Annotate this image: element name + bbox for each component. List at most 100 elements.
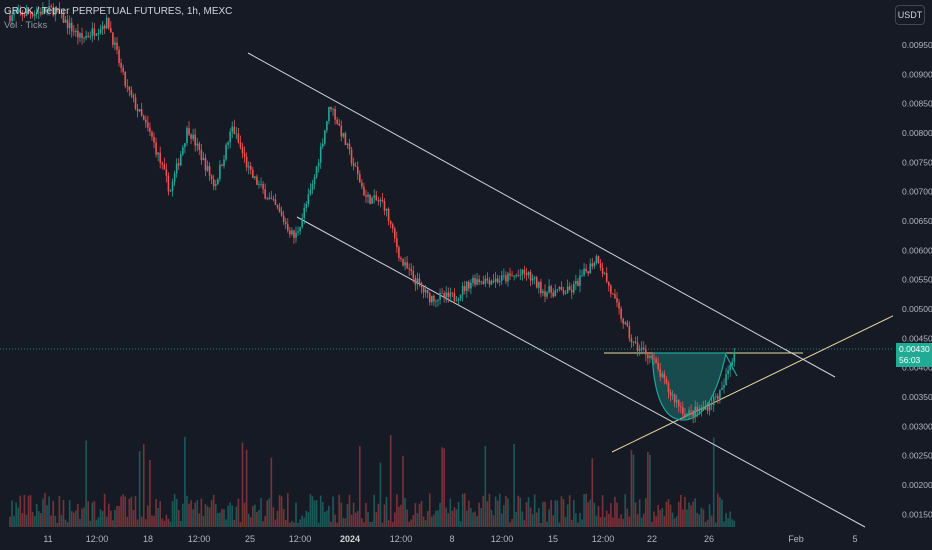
candle-body	[147, 122, 149, 128]
candle-body	[525, 273, 528, 276]
volume-bar	[647, 452, 649, 527]
volume-bar	[393, 512, 396, 527]
candle-body	[116, 42, 118, 50]
candle-body	[422, 287, 425, 293]
candle-body	[381, 199, 384, 202]
candle-body	[186, 128, 188, 144]
volume-bar	[632, 454, 635, 527]
candle-body	[558, 287, 561, 290]
volume-bar	[461, 493, 464, 527]
candle-body	[235, 133, 238, 135]
candle-body	[297, 231, 299, 233]
candle-body	[408, 268, 410, 270]
candle-body	[566, 286, 569, 294]
volume-bar	[424, 520, 427, 527]
volume-bar	[671, 512, 674, 527]
time-tick-label: 2024	[340, 534, 360, 544]
volume-bar	[638, 499, 641, 527]
volume-bar	[476, 515, 478, 527]
candle-body	[700, 407, 703, 410]
candle-body	[301, 218, 303, 228]
candle-body	[474, 277, 476, 285]
candle-body	[272, 198, 275, 200]
price-tick-label: 0.00850	[902, 99, 932, 109]
volume-bar	[542, 501, 544, 527]
volume-bar	[554, 500, 557, 527]
candle-body	[241, 147, 244, 154]
volume-bar	[496, 500, 499, 527]
candle-body	[472, 277, 474, 283]
candle-body	[274, 199, 277, 205]
candle-body	[455, 300, 458, 302]
volume-bar	[128, 498, 131, 527]
currency-button[interactable]: USDT	[895, 5, 925, 25]
price-tick-label: 0.00500	[902, 304, 932, 314]
volume-bar	[52, 500, 55, 527]
volume-legend: Vol · Ticks	[4, 20, 48, 31]
candle-body	[89, 35, 92, 37]
candle-body	[710, 403, 713, 405]
volume-bar	[38, 511, 40, 527]
candle-body	[731, 361, 734, 366]
candle-body	[579, 275, 581, 286]
candle-body	[276, 204, 279, 208]
candle-body	[552, 292, 555, 297]
candle-body	[457, 298, 460, 301]
candle-body	[354, 165, 357, 167]
volume-bar	[293, 522, 295, 527]
candle-body	[523, 269, 526, 274]
volume-bar	[167, 518, 170, 527]
volume-bar	[702, 509, 705, 527]
volume-bar	[286, 493, 289, 527]
candle-body	[260, 184, 262, 185]
volume-bar	[673, 518, 676, 527]
volume-bar	[523, 520, 526, 527]
candle-body	[286, 224, 289, 231]
volume-bar	[188, 503, 190, 527]
volume-bar	[500, 513, 503, 527]
candle-body	[243, 153, 246, 157]
candle-body	[712, 396, 715, 405]
volume-bar	[87, 501, 89, 527]
candle-body	[387, 208, 390, 221]
candle-body	[583, 268, 585, 276]
volume-bar	[50, 515, 52, 527]
volume-bar	[101, 511, 104, 527]
candle-body	[478, 279, 480, 283]
volume-bar	[272, 507, 275, 527]
candle-body	[684, 414, 686, 417]
candle-body	[75, 30, 77, 32]
volume-bar	[466, 510, 468, 527]
price-tick-label: 0.00250	[902, 451, 932, 461]
volume-bar	[114, 509, 116, 527]
candle-body	[19, 10, 22, 13]
candle-body	[315, 166, 318, 178]
candle-body	[330, 107, 332, 110]
volume-bar	[260, 498, 262, 527]
volume-bar	[595, 515, 598, 527]
candle-body	[210, 175, 213, 180]
volume-bar	[398, 506, 400, 527]
volume-bar	[140, 516, 143, 527]
volume-bar	[81, 508, 83, 527]
candle-body	[645, 349, 647, 355]
volume-bar	[295, 502, 297, 527]
volume-bar	[208, 507, 211, 527]
candle-body	[416, 278, 419, 285]
candle-body	[638, 348, 641, 351]
candle-body	[52, 7, 55, 16]
candle-body	[642, 347, 645, 350]
volume-bar	[433, 514, 435, 527]
candle-body	[68, 22, 71, 29]
volume-bar	[667, 499, 670, 527]
volume-bar	[566, 504, 569, 527]
volume-bar	[348, 494, 351, 527]
volume-bar	[233, 519, 236, 527]
volume-bar	[377, 503, 380, 527]
volume-bar	[60, 515, 63, 527]
volume-bar	[533, 494, 536, 527]
candle-body	[451, 292, 454, 294]
volume-bar	[610, 503, 612, 527]
volume-bar	[72, 512, 75, 527]
